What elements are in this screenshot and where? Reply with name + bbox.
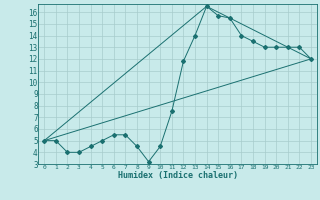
X-axis label: Humidex (Indice chaleur): Humidex (Indice chaleur) [118, 171, 238, 180]
